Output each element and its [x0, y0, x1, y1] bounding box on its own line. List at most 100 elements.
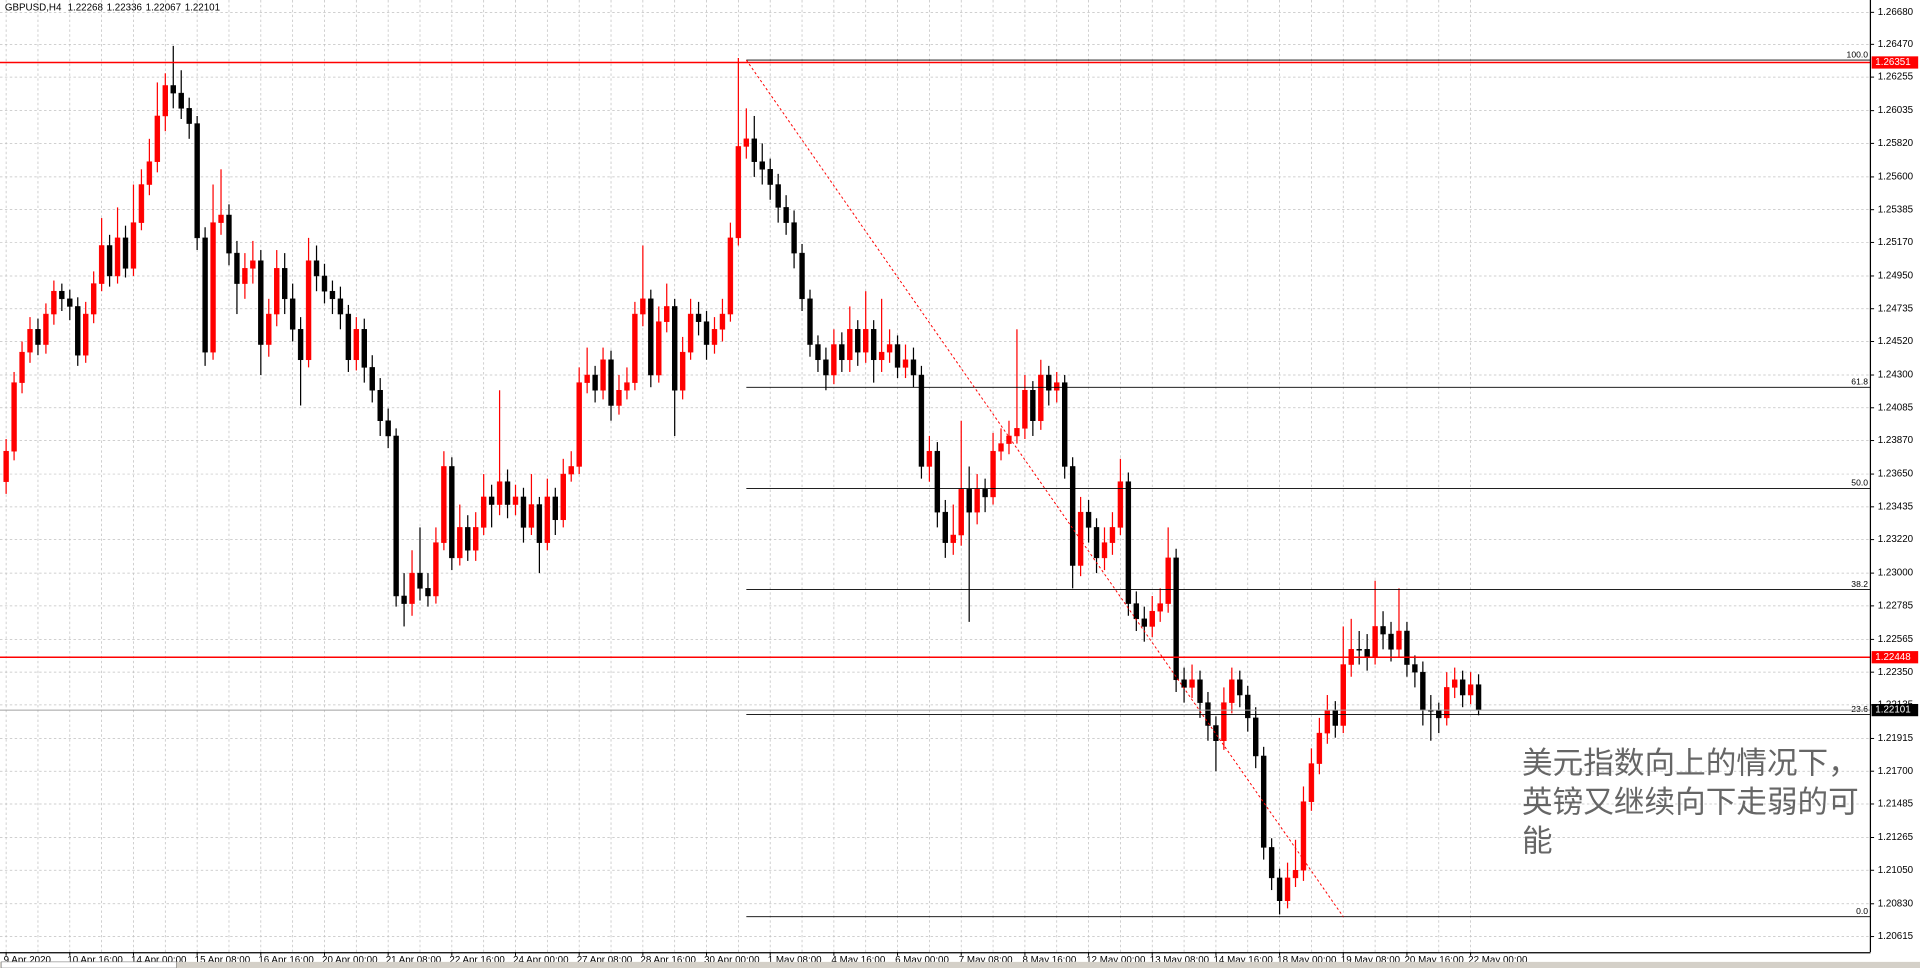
candle-body	[608, 359, 614, 406]
candle-body	[1109, 527, 1116, 543]
candle-body	[83, 313, 89, 356]
candle-body	[329, 290, 336, 300]
candle-body	[648, 298, 654, 376]
candle-body	[584, 374, 590, 383]
price-box-label: 1.26351	[1875, 57, 1910, 68]
y-tick-label: 1.21915	[1878, 733, 1914, 744]
candle-body	[417, 572, 423, 589]
x-tick-label: 6 May 00:00	[895, 955, 949, 966]
candle-body	[942, 511, 948, 543]
candle-body	[504, 481, 511, 505]
x-tick-label: 8 May 16:00	[1022, 955, 1076, 966]
y-tick-label: 1.26255	[1878, 72, 1914, 83]
candle-body	[313, 260, 320, 277]
candle-body	[433, 542, 439, 597]
y-tick-label: 1.21485	[1878, 799, 1914, 810]
candle-body	[624, 382, 630, 391]
candle-body	[114, 237, 121, 277]
candle-body	[234, 252, 240, 284]
candle-body	[59, 290, 65, 300]
candle-body	[616, 390, 622, 406]
candle-body	[480, 496, 487, 528]
candle-body	[1101, 542, 1108, 559]
grid	[0, 0, 1871, 953]
candle-body	[488, 496, 495, 505]
x-tick-label: 12 May 00:00	[1086, 955, 1146, 966]
y-tick-label: 1.26035	[1878, 105, 1914, 116]
annotation-box: 美元指数向上的情况下，英镑又继续向下走弱的可能	[1522, 745, 1859, 859]
candle-body	[162, 85, 169, 117]
candle-body	[289, 298, 296, 330]
y-tick-label: 1.22565	[1878, 634, 1914, 645]
candle-body	[425, 588, 431, 597]
candle-body	[831, 344, 837, 376]
candle-body	[823, 359, 829, 376]
candle-body	[1284, 877, 1291, 901]
candle-body	[958, 489, 964, 536]
y-tick-label: 1.23870	[1878, 435, 1914, 446]
candle-body	[1324, 710, 1331, 734]
candle-body	[982, 489, 988, 498]
candle-body	[377, 390, 383, 421]
candle-body	[974, 489, 980, 513]
candles	[3, 45, 1482, 915]
candle-body	[847, 329, 853, 361]
candle-body	[210, 222, 216, 353]
candle-body	[1069, 466, 1076, 566]
candle-body	[1221, 702, 1227, 741]
chart-tab[interactable]	[0, 961, 177, 968]
candle-body	[783, 207, 789, 223]
candle-body	[1372, 626, 1378, 658]
fib-level-label: 50.0	[1851, 478, 1868, 488]
candle-body	[297, 329, 304, 361]
y-tick-label: 1.21050	[1878, 865, 1914, 876]
candle-body	[894, 344, 901, 368]
candle-body	[1030, 390, 1036, 421]
y-tick-label: 1.26470	[1878, 39, 1914, 50]
candle-body	[1213, 725, 1219, 741]
x-tick-label: 15 Apr 08:00	[195, 955, 251, 966]
fib-level-label: 0.0	[1856, 906, 1868, 916]
candle-body	[592, 374, 598, 391]
candle-body	[600, 359, 606, 391]
x-tick-label: 20 Apr 00:00	[322, 955, 378, 966]
y-tick-label: 1.24085	[1878, 402, 1914, 413]
candle-body	[1022, 390, 1028, 429]
fib-level-label: 23.6	[1851, 704, 1868, 714]
candle-body	[154, 115, 161, 162]
candle-body	[1364, 649, 1370, 658]
candle-body	[226, 214, 232, 254]
candle-body	[1268, 847, 1275, 879]
price-box	[1871, 56, 1919, 69]
candle-body	[465, 527, 471, 551]
candle-body	[369, 367, 375, 391]
candle-body	[186, 108, 192, 124]
candle-body	[473, 527, 479, 551]
info-open: 1.22268	[68, 2, 104, 13]
candle-body	[544, 496, 551, 543]
y-tick-label: 1.24300	[1878, 370, 1914, 381]
candle-body	[11, 382, 17, 452]
candle-body	[75, 306, 81, 356]
candle-body	[775, 184, 781, 208]
candle-body	[250, 260, 256, 269]
candle-body	[878, 351, 885, 361]
candle-body	[194, 123, 200, 239]
candle-body	[353, 329, 360, 361]
candle-body	[855, 329, 861, 353]
candle-body	[337, 298, 344, 315]
candle-body	[305, 260, 312, 361]
candle-body	[1260, 755, 1267, 848]
candle-body	[632, 313, 638, 383]
candle-body	[640, 298, 646, 315]
x-tick-label: 13 May 08:00	[1150, 955, 1210, 966]
objects: 100.0 61.8 50.0 38.2 23.6 0.0	[0, 49, 1871, 918]
candle-body	[1173, 557, 1179, 681]
y-tick-label: 1.25385	[1878, 204, 1914, 215]
candle-body	[1006, 435, 1012, 444]
x-tick-label: 22 May 00:00	[1468, 955, 1528, 966]
candle-body	[1046, 374, 1052, 391]
y-tick-label: 1.23000	[1878, 568, 1914, 579]
